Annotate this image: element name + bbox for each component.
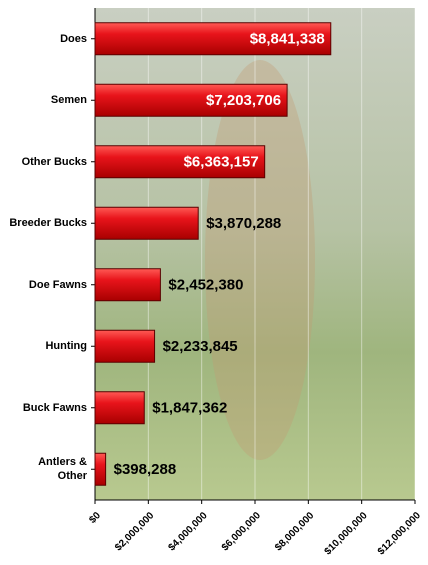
- data-label: $2,452,380: [168, 277, 243, 294]
- y-tick-label: Does: [7, 32, 87, 46]
- data-label: $3,870,288: [206, 215, 281, 232]
- bar: [95, 453, 106, 485]
- y-tick-label: Hunting: [7, 339, 87, 353]
- x-tick-label: $0: [87, 510, 103, 526]
- data-label: $2,233,845: [163, 338, 238, 355]
- x-tick-label: $8,000,000: [273, 510, 316, 553]
- data-label: $8,841,338: [250, 31, 325, 48]
- bar: [95, 269, 160, 301]
- y-tick-label: Buck Fawns: [7, 401, 87, 415]
- y-tick-label: Semen: [7, 93, 87, 107]
- x-tick-label: $4,000,000: [166, 510, 209, 553]
- y-tick-label: Antlers & Other: [7, 455, 87, 483]
- data-label: $398,288: [114, 461, 177, 478]
- x-tick-label: $6,000,000: [220, 510, 263, 553]
- bar: [95, 330, 155, 362]
- x-tick-label: $2,000,000: [113, 510, 156, 553]
- x-tick-label: $12,000,000: [376, 510, 423, 557]
- data-label: $1,847,362: [152, 400, 227, 417]
- y-tick-label: Breeder Bucks: [7, 216, 87, 230]
- y-tick-label: Doe Fawns: [7, 278, 87, 292]
- x-tick-label: $10,000,000: [323, 510, 370, 557]
- data-label: $7,203,706: [206, 92, 281, 109]
- bar: [95, 392, 144, 424]
- bar: [95, 207, 198, 239]
- data-label: $6,363,157: [184, 154, 259, 171]
- page: $0 $2,000,000$4,000,000 $6,000,000$8,000,0…: [0, 0, 428, 565]
- y-tick-label: Other Bucks: [7, 155, 87, 169]
